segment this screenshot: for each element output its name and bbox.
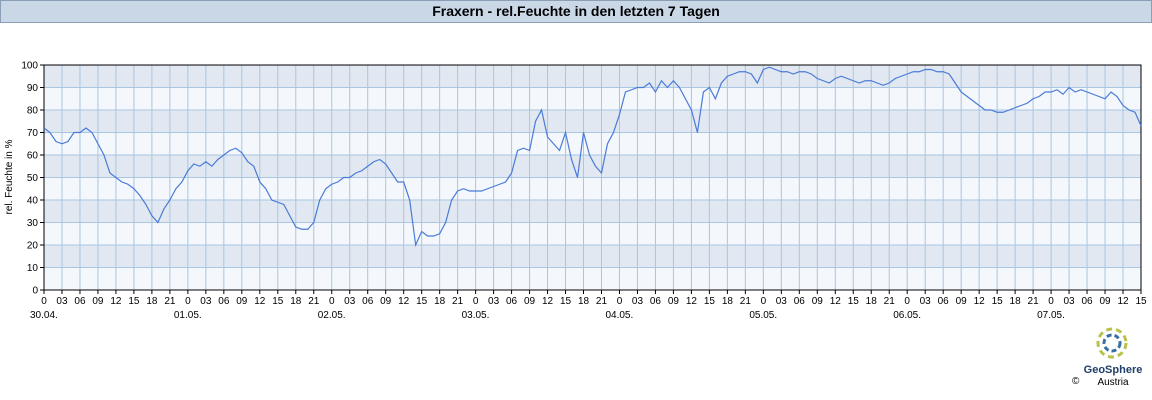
x-tick-label: 15 (992, 296, 1004, 307)
x-tick-label: 0 (41, 296, 47, 307)
x-tick-label: 06 (74, 296, 86, 307)
x-tick-label: 21 (884, 296, 896, 307)
x-tick-label: 0 (761, 296, 767, 307)
y-tick-label: 60 (27, 151, 39, 162)
logo-mark (1102, 333, 1122, 353)
x-tick-label: 09 (956, 296, 968, 307)
x-tick-label: 09 (812, 296, 824, 307)
y-tick-label: 10 (27, 263, 39, 274)
x-tick-label: 12 (830, 296, 842, 307)
x-tick-label: 03 (632, 296, 644, 307)
date-label: 03.05. (462, 310, 490, 321)
x-tick-label: 18 (866, 296, 878, 307)
x-tick-label: 18 (578, 296, 590, 307)
x-tick-label: 12 (398, 296, 410, 307)
logo-name: GeoSphere (1084, 364, 1143, 376)
logo-mark (1096, 327, 1128, 359)
plot-frame (43, 64, 1142, 291)
x-tick-label: 09 (524, 296, 536, 307)
y-tick-label: 90 (27, 83, 39, 94)
x-tick-label: 12 (254, 296, 266, 307)
x-tick-label: 03 (344, 296, 356, 307)
x-tick-label: 03 (776, 296, 788, 307)
x-tick-label: 0 (617, 296, 623, 307)
date-label: 04.05. (605, 310, 633, 321)
grid-band (44, 245, 1141, 268)
x-tick-label: 09 (92, 296, 104, 307)
x-tick-label: 06 (1081, 296, 1093, 307)
x-tick-label: 09 (236, 296, 248, 307)
grid-band (44, 110, 1141, 133)
y-axis-label: rel. Feuchte in % (4, 139, 15, 214)
y-tick-label: 20 (27, 241, 39, 252)
y-tick-label: 80 (27, 106, 39, 117)
x-tick-label: 15 (848, 296, 860, 307)
date-label: 02.05. (318, 310, 346, 321)
x-tick-label: 21 (596, 296, 608, 307)
x-tick-label: 0 (1048, 296, 1054, 307)
logo-sub: Austria (1097, 377, 1129, 388)
x-tick-label: 09 (668, 296, 680, 307)
date-label: 01.05. (174, 310, 202, 321)
x-tick-label: 21 (1028, 296, 1040, 307)
data-line (43, 66, 1142, 248)
x-tick-label: 06 (218, 296, 230, 307)
x-tick-label: 21 (452, 296, 464, 307)
x-tick-label: 15 (704, 296, 716, 307)
x-tick-label: 15 (128, 296, 140, 307)
x-tick-label: 03 (488, 296, 500, 307)
x-tick-label: 06 (362, 296, 374, 307)
x-tick-label: 18 (722, 296, 734, 307)
date-label: 05.05. (749, 310, 777, 321)
x-tick-label: 0 (185, 296, 191, 307)
x-tick-label: 09 (380, 296, 392, 307)
x-tick-label: 06 (650, 296, 662, 307)
y-tick-label: 50 (27, 173, 39, 184)
x-tick-label: 03 (920, 296, 932, 307)
x-tick-label: 15 (416, 296, 428, 307)
x-tick-label: 18 (434, 296, 446, 307)
x-tick-label: 03 (56, 296, 68, 307)
x-tick-label: 15 (560, 296, 572, 307)
x-tick-label: 21 (308, 296, 320, 307)
x-tick-label: 15 (1135, 296, 1147, 307)
y-tick-label: 40 (27, 196, 39, 207)
grid-band (44, 155, 1141, 178)
x-tick-label: 15 (272, 296, 284, 307)
x-tick-label: 0 (904, 296, 910, 307)
grid-band (44, 65, 1141, 88)
x-tick-label: 12 (686, 296, 698, 307)
y-tick-label: 0 (32, 286, 38, 297)
x-tick-label: 18 (1010, 296, 1022, 307)
copyright: © (1072, 376, 1080, 387)
x-tick-label: 0 (329, 296, 335, 307)
x-tick-label: 12 (542, 296, 554, 307)
x-tick-label: 06 (938, 296, 950, 307)
grid-band (44, 200, 1141, 223)
x-tick-label: 18 (146, 296, 158, 307)
x-tick-label: 03 (1064, 296, 1076, 307)
y-tick-label: 100 (21, 61, 38, 72)
date-label: 30.04. (30, 310, 58, 321)
date-label: 06.05. (893, 310, 921, 321)
logo: GeoSphere Austria © (1072, 327, 1143, 388)
chart-title: Fraxern - rel.Feuchte in den letzten 7 T… (432, 3, 720, 19)
x-tick-label: 21 (740, 296, 752, 307)
x-tick-label: 0 (473, 296, 479, 307)
x-tick-label: 21 (164, 296, 176, 307)
x-tick-label: 03 (200, 296, 212, 307)
x-tick-label: 12 (1117, 296, 1129, 307)
date-label: 07.05. (1037, 310, 1065, 321)
x-tick-label: 06 (794, 296, 806, 307)
x-tick-label: 09 (1099, 296, 1111, 307)
y-tick-label: 30 (27, 218, 39, 229)
x-tick-label: 18 (290, 296, 302, 307)
y-tick-label: 70 (27, 128, 39, 139)
x-tick-label: 12 (974, 296, 986, 307)
x-tick-label: 12 (110, 296, 122, 307)
x-tick-label: 06 (506, 296, 518, 307)
